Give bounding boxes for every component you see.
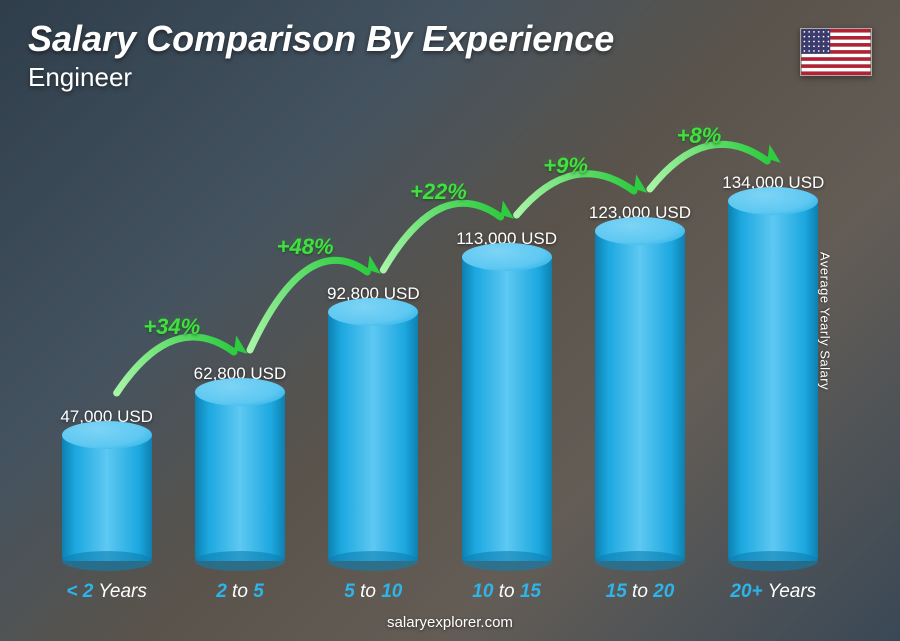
x-axis-label: 10 to 15 bbox=[452, 581, 562, 603]
flag-icon bbox=[800, 28, 872, 76]
x-axis-label: 20+ Years bbox=[718, 581, 828, 603]
footer-attribution: salaryexplorer.com bbox=[0, 614, 900, 631]
chart-subtitle: Engineer bbox=[28, 62, 614, 93]
bar-top-ellipse bbox=[195, 378, 285, 406]
pct-increase-label: +8% bbox=[677, 123, 722, 149]
x-axis-labels: < 2 Years 2 to 5 5 to 10 10 to 15 15 to 20 20… bbox=[40, 581, 840, 603]
bar-chart: 47,000 USD 62,800 USD 92,800 USD 113,000… bbox=[40, 120, 840, 561]
x-axis-label: < 2 Years bbox=[52, 581, 162, 603]
x-axis-label: 15 to 20 bbox=[585, 581, 695, 603]
bar-top-ellipse bbox=[328, 298, 418, 326]
bar-top-ellipse bbox=[728, 187, 818, 215]
x-axis-label: 5 to 10 bbox=[318, 581, 428, 603]
bar-top-ellipse bbox=[462, 243, 552, 271]
x-axis-label: 2 to 5 bbox=[185, 581, 295, 603]
bar-top-ellipse bbox=[62, 421, 152, 449]
title-block: Salary Comparison By Experience Engineer bbox=[28, 18, 614, 93]
growth-arrow bbox=[40, 120, 840, 561]
bar-top-ellipse bbox=[595, 217, 685, 245]
chart-title: Salary Comparison By Experience bbox=[28, 18, 614, 60]
